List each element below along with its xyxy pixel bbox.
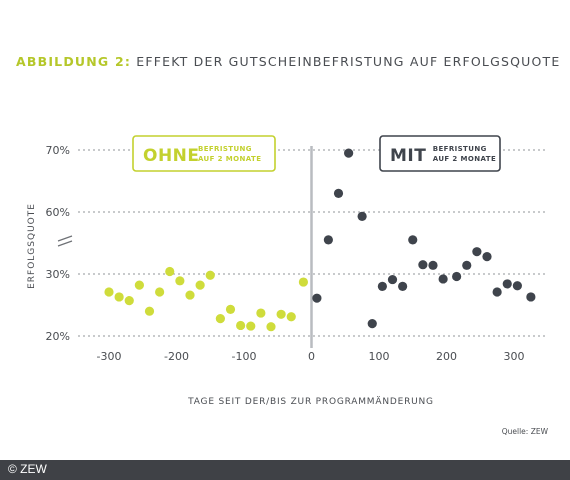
point-ohne xyxy=(104,287,114,297)
point-ohne xyxy=(195,280,205,290)
title-lead: ABBILDUNG 2: xyxy=(16,54,132,69)
point-mit xyxy=(333,188,344,198)
point-mit xyxy=(323,235,333,245)
point-ohne xyxy=(256,308,266,318)
point-ohne xyxy=(276,309,286,319)
y-tick-label: 60% xyxy=(46,206,70,219)
point-ohne xyxy=(155,287,165,297)
point-mit xyxy=(512,281,522,291)
point-ohne xyxy=(266,322,276,332)
point-ohne xyxy=(286,312,296,322)
point-mit xyxy=(428,260,438,270)
group-badge-subtitle-1: BEFRISTUNG xyxy=(198,145,252,153)
point-ohne xyxy=(246,321,256,331)
group-badge-subtitle-2: AUF 2 MONATE xyxy=(433,155,496,163)
point-mit xyxy=(344,148,354,158)
y-tick-label: 30% xyxy=(46,268,70,281)
x-tick-label: -100 xyxy=(232,350,257,363)
group-badge-subtitle-2: AUF 2 MONATE xyxy=(198,155,261,163)
x-tick-label: 0 xyxy=(308,350,315,363)
point-mit xyxy=(408,235,418,245)
point-mit xyxy=(462,260,472,270)
point-mit xyxy=(438,274,448,284)
point-mit xyxy=(452,271,462,282)
source-note: Quelle: ZEW xyxy=(502,427,549,436)
point-mit xyxy=(387,274,398,285)
point-mit xyxy=(398,281,408,291)
point-ohne xyxy=(205,270,215,280)
point-ohne xyxy=(114,292,124,302)
point-mit xyxy=(502,279,512,289)
x-axis-label: TAGE SEIT DER/BIS ZUR PROGRAMMÄNDERUNG xyxy=(187,396,434,407)
point-mit xyxy=(472,247,482,257)
point-mit xyxy=(482,252,492,262)
x-tick-label: 200 xyxy=(436,350,457,363)
point-mit xyxy=(492,287,502,297)
x-tick-label: -300 xyxy=(97,350,122,363)
x-tick-label: 100 xyxy=(369,350,390,363)
point-ohne xyxy=(165,266,175,277)
y-tick-label: 70% xyxy=(46,144,70,157)
point-ohne xyxy=(124,296,134,306)
figure-title: ABBILDUNG 2: EFFEKT DER GUTSCHEINBEFRIST… xyxy=(16,54,560,69)
point-mit xyxy=(357,211,367,221)
group-badge-title: MIT xyxy=(390,146,426,166)
point-ohne xyxy=(215,314,225,324)
axis-break-mark xyxy=(57,240,73,247)
point-ohne xyxy=(144,306,155,316)
y-axis-label: ERFOLGSQUOTE xyxy=(27,203,37,289)
group-badge-box xyxy=(379,135,501,172)
point-mit xyxy=(367,319,377,329)
point-ohne xyxy=(185,290,195,300)
group-badge-title: OHNE xyxy=(143,146,200,166)
x-tick-label: -200 xyxy=(164,350,189,363)
title-text: EFFEKT DER GUTSCHEINBEFRISTUNG AUF ERFOL… xyxy=(136,54,561,69)
point-ohne xyxy=(225,304,236,314)
point-mit xyxy=(377,281,387,291)
point-ohne xyxy=(298,277,308,287)
point-ohne xyxy=(236,320,246,331)
y-tick-label: 20% xyxy=(46,330,70,343)
copyright-text: © ZEW xyxy=(8,462,47,476)
scatter-chart: 20% 30% 60% 70% ERFOLGSQUOTE -300 -200 -100 0 100… xyxy=(27,135,549,436)
x-tick-label: 300 xyxy=(504,350,525,363)
point-mit xyxy=(526,292,536,302)
point-mit xyxy=(312,293,322,303)
axis-break-mark xyxy=(57,235,73,242)
point-ohne xyxy=(134,280,144,290)
point-ohne xyxy=(175,276,185,286)
group-badge-box xyxy=(132,135,276,172)
group-badge-subtitle-1: BEFRISTUNG xyxy=(433,145,487,153)
footer-bar: © ZEW xyxy=(0,460,570,480)
point-mit xyxy=(418,260,428,270)
